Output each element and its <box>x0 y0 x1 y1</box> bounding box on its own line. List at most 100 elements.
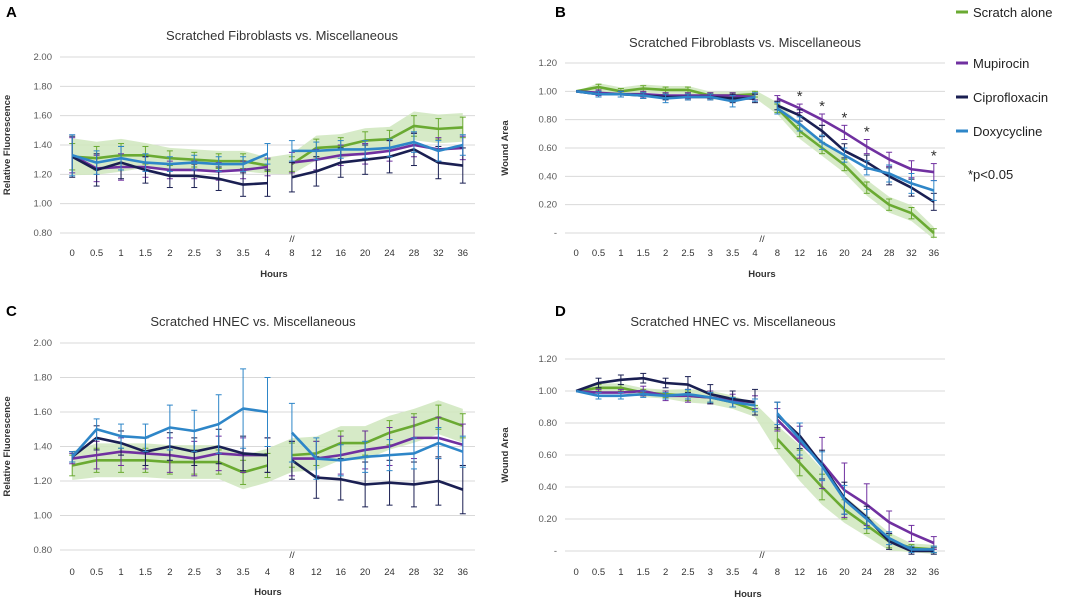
x-tick-label: 20 <box>360 248 371 259</box>
chart-title: Scratched Fibroblasts vs. Miscellaneous <box>166 28 398 43</box>
series-line <box>291 124 463 166</box>
series-line <box>575 376 756 404</box>
legend-item: Scratch alone <box>956 5 1053 20</box>
x-tick-label: 12 <box>311 248 322 259</box>
series-line <box>290 431 464 462</box>
x-tick-label: 20 <box>360 567 371 578</box>
x-tick-label: 1.5 <box>139 567 152 578</box>
y-tick-label: 1.60 <box>34 111 53 122</box>
x-tick-label: 8 <box>289 567 294 578</box>
x-tick-label: 1.5 <box>637 567 650 578</box>
x-tick-label: 1 <box>118 567 123 578</box>
y-tick-label: 1.40 <box>34 442 53 453</box>
y-tick-label: 0.80 <box>34 228 53 239</box>
y-tick-label: 2.00 <box>34 338 53 349</box>
x-tick-label: 1 <box>118 248 123 259</box>
panel-label: B <box>555 4 566 21</box>
series-line <box>776 104 935 203</box>
y-tick-label: 0.40 <box>539 171 558 182</box>
x-tick-label: 24 <box>384 248 395 259</box>
series-doxycycline <box>576 90 937 201</box>
significance-note: *p<0.05 <box>968 167 1013 182</box>
series-line <box>776 412 934 551</box>
x-tick-label: 32 <box>906 248 917 259</box>
x-tick-label: 3.5 <box>236 248 249 259</box>
legend-label: Mupirocin <box>973 56 1029 71</box>
y-tick-label: 0.20 <box>539 514 558 525</box>
series-mupirocin <box>576 89 937 182</box>
x-tick-label: 16 <box>335 567 346 578</box>
x-tick-label: 3.5 <box>236 567 249 578</box>
y-tick-label: 1.60 <box>34 407 53 418</box>
series-scratch-alone <box>575 83 937 238</box>
y-tick-label: 1.80 <box>34 373 53 384</box>
x-tick-label: 0 <box>70 567 75 578</box>
y-tick-label: - <box>554 546 557 557</box>
y-axis-title: Relative Fluorescence <box>2 396 13 496</box>
series-line <box>575 389 756 407</box>
x-tick-label: 16 <box>817 567 828 578</box>
y-tick-label: 1.20 <box>34 476 53 487</box>
x-tick-label: 4 <box>265 567 270 578</box>
y-tick-label: 0.80 <box>539 418 558 429</box>
y-tick-label: 2.00 <box>34 52 53 63</box>
x-tick-label: 32 <box>433 567 444 578</box>
x-tick-label: 16 <box>817 248 828 259</box>
legend-item: Doxycycline <box>956 124 1042 139</box>
y-tick-label: 0.40 <box>539 482 558 493</box>
x-tick-label: 1 <box>618 567 623 578</box>
series-line <box>291 415 464 457</box>
x-tick-label: 20 <box>839 248 850 259</box>
x-tick-label: 32 <box>433 248 444 259</box>
series-doxycycline <box>575 388 937 554</box>
series-line <box>291 459 464 491</box>
legend-item: Mupirocin <box>956 56 1029 71</box>
significance-marker: * <box>797 88 803 105</box>
y-tick-label: - <box>554 228 557 239</box>
y-tick-label: 1.00 <box>34 199 53 210</box>
x-tick-label: 12 <box>794 248 805 259</box>
scratch-alone-confidence-band <box>576 83 934 239</box>
x-tick-label: 12 <box>794 567 805 578</box>
x-tick-label: 20 <box>839 567 850 578</box>
x-tick-label: 4 <box>752 248 757 259</box>
x-tick-label: 36 <box>458 567 469 578</box>
x-tick-label: 28 <box>884 567 895 578</box>
panel-label: C <box>6 303 17 320</box>
x-tick-label: 0.5 <box>592 248 605 259</box>
significance-marker: * <box>931 148 937 165</box>
series-ciprofloxacin <box>575 372 937 555</box>
x-tick-label: 28 <box>409 567 420 578</box>
x-axis-title: Hours <box>254 587 281 598</box>
x-tick-label: 4 <box>752 567 757 578</box>
x-tick-label: 0.5 <box>592 567 605 578</box>
series-line <box>576 90 756 103</box>
x-tick-label: 2.5 <box>681 248 694 259</box>
x-tick-label: 2.5 <box>681 567 694 578</box>
chart-title: Scratched HNEC vs. Miscellaneous <box>630 314 836 329</box>
x-tick-label: 3.5 <box>726 248 739 259</box>
y-tick-label: 1.20 <box>539 354 558 365</box>
series-line <box>291 148 463 179</box>
x-tick-label: 3.5 <box>726 567 739 578</box>
x-tick-label: 24 <box>384 567 395 578</box>
y-tick-label: 1.00 <box>539 86 558 97</box>
significance-marker: * <box>864 124 870 141</box>
x-tick-label: 0 <box>574 248 579 259</box>
chart-title: Scratched HNEC vs. Miscellaneous <box>150 314 356 329</box>
x-tick-label: 3 <box>708 248 713 259</box>
x-tick-label: 24 <box>861 248 872 259</box>
x-tick-label: 36 <box>458 248 469 259</box>
x-tick-label: 8 <box>289 248 294 259</box>
y-axis-title: Wound Area <box>500 427 511 483</box>
y-tick-label: 0.60 <box>539 143 558 154</box>
y-tick-label: 0.80 <box>539 115 558 126</box>
series-line <box>71 152 269 166</box>
x-tick-label: 2 <box>167 567 172 578</box>
x-axis-title: Hours <box>748 269 775 280</box>
y-tick-label: 0.80 <box>34 545 53 556</box>
y-tick-label: 1.40 <box>34 140 53 151</box>
x-tick-label: 0.5 <box>90 567 103 578</box>
significance-marker: * <box>841 109 847 126</box>
y-axis-title: Relative Fluorescence <box>2 95 13 195</box>
